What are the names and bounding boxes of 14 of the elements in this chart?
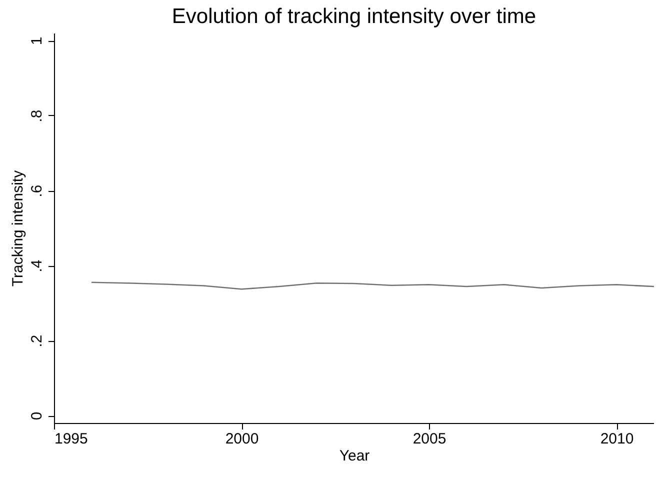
chart-title: Evolution of tracking intensity over time — [172, 5, 536, 28]
y-tick-label: .6 — [28, 184, 46, 198]
y-tick-label: .2 — [28, 334, 46, 348]
x-tick-label: 2010 — [600, 430, 634, 448]
y-axis-title: Tracking intensity — [10, 170, 26, 287]
x-tick-label: 1995 — [54, 430, 88, 448]
line-series — [90, 282, 654, 290]
x-tick-label: 2005 — [412, 430, 446, 448]
y-tick-label: .4 — [28, 260, 46, 272]
x-axis-title: Year — [339, 448, 370, 464]
y-tick-label: .8 — [28, 110, 46, 122]
x-tick-label: 2000 — [225, 430, 259, 448]
y-tick-label: 1 — [28, 36, 46, 46]
y-tick-label: 0 — [28, 412, 46, 420]
